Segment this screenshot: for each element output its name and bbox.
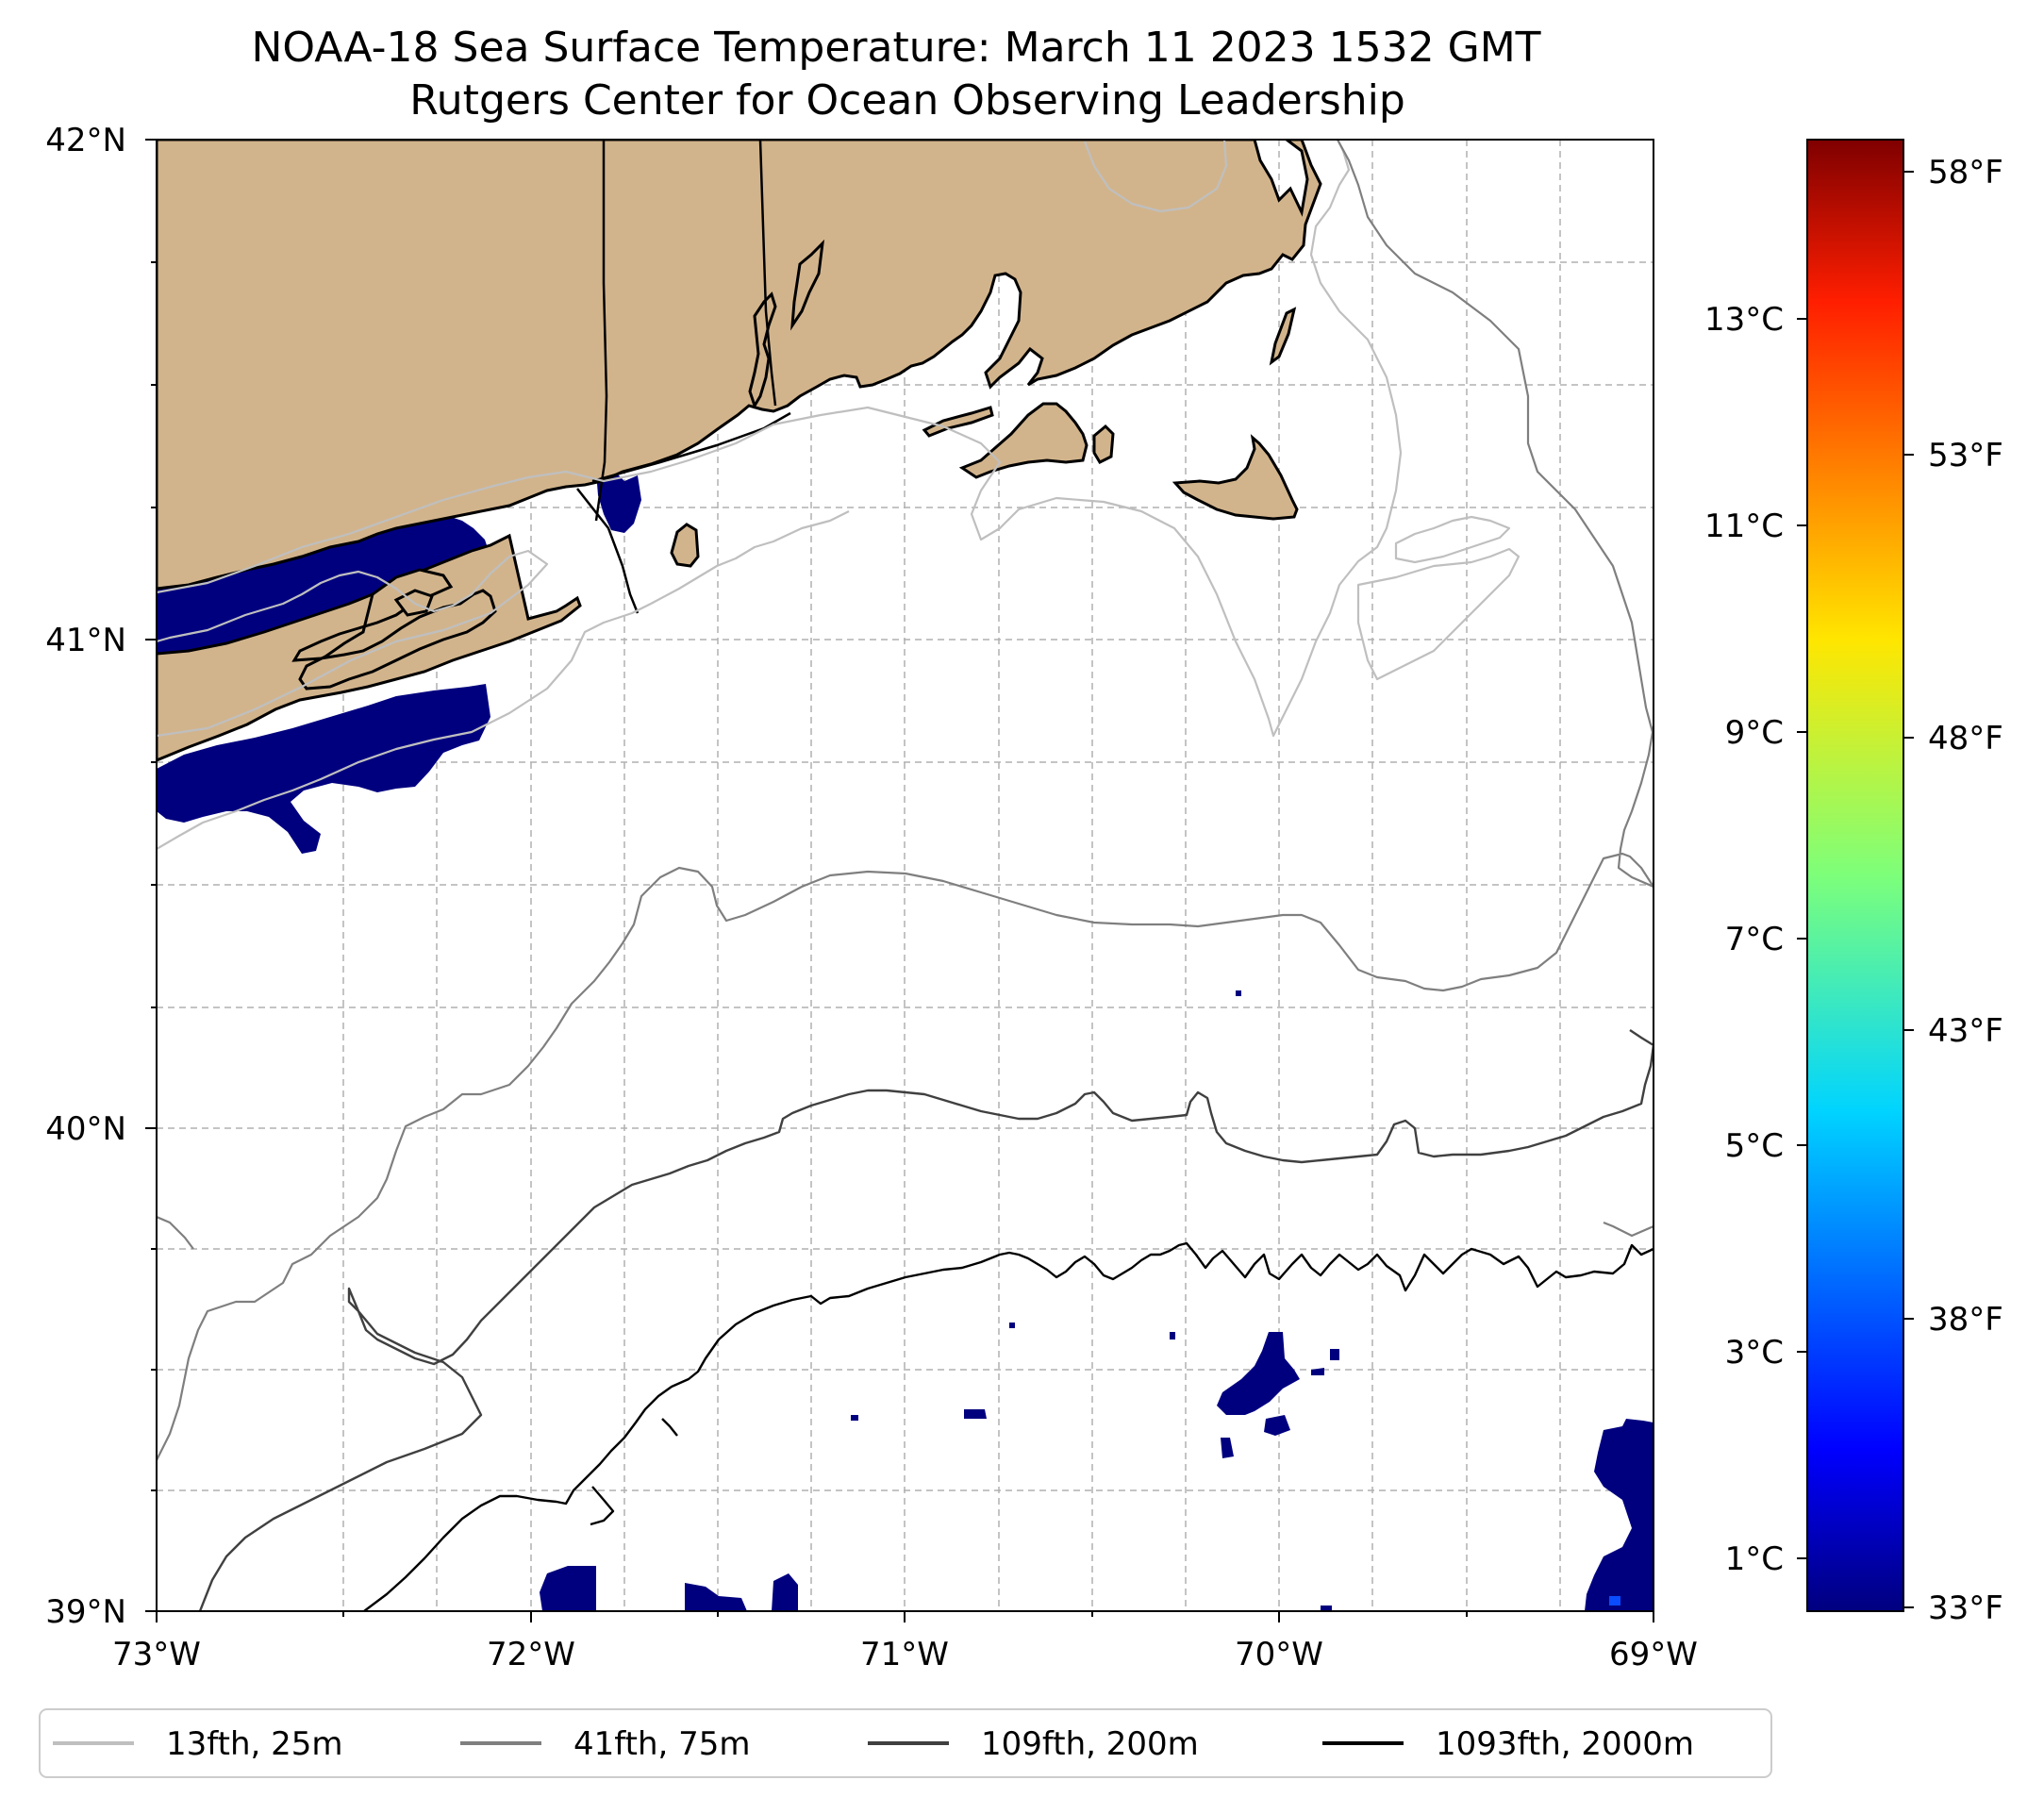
contour-25m (157, 140, 1521, 850)
colorbar-celsius-label: 5°C (1725, 1127, 1784, 1165)
lon-tick-label: 70°W (1235, 1636, 1323, 1673)
border-ct-ri (758, 140, 777, 407)
colorbar-celsius-label: 9°C (1725, 714, 1784, 752)
sst-patch-offshore-8 (772, 1573, 798, 1611)
colorbar-fahrenheit-label: 43°F (1928, 1012, 2003, 1050)
colorbar: 13°C 11°C 9°C 7°C 5°C 3°C 1°C 58°F 53°F … (1704, 139, 2003, 1627)
land-nantucket (1172, 434, 1299, 521)
land-chappaquiddick (1092, 424, 1115, 464)
lon-tick-label: 69°W (1609, 1636, 1698, 1673)
legend-label: 1093fth, 2000m (1436, 1725, 1694, 1763)
colorbar-celsius-label: 3°C (1725, 1334, 1784, 1372)
sst-patch-offshore-5 (1585, 1419, 1653, 1611)
border-ny-ct (594, 140, 608, 522)
lon-tick-label: 71°W (860, 1636, 949, 1673)
sst-patch-offshore-7 (685, 1583, 747, 1611)
lat-tick-label: 39°N (45, 1593, 126, 1631)
colorbar-fahrenheit-label: 38°F (1928, 1301, 2003, 1339)
sst-patch-block-island (596, 470, 641, 533)
title-line-1: NOAA-18 Sea Surface Temperature: March 1… (251, 24, 1540, 72)
colorbar-fahrenheit-label: 33°F (1928, 1589, 2003, 1627)
sst-warm-pixel-2 (1609, 1596, 1620, 1606)
legend: 13fth, 25m 41fth, 75m 109fth, 200m 1093f… (39, 1708, 1772, 1778)
land-marthas-vineyard (958, 402, 1088, 479)
sst-patch-offshore-1 (1217, 1332, 1300, 1415)
colorbar-fahrenheit-label: 53°F (1928, 437, 2003, 474)
sst-patch-offshore-6 (540, 1566, 596, 1611)
legend-label: 109fth, 200m (981, 1725, 1199, 1763)
sst-patch-offshore-3 (1221, 1438, 1234, 1458)
lat-tick-label: 42°N (45, 122, 126, 159)
land-monomoy (1269, 307, 1297, 366)
sst-patch-offshore-4 (964, 1409, 987, 1419)
map-panel (156, 139, 1654, 1612)
land-areas (157, 140, 1322, 762)
lon-tick-label: 73°W (112, 1636, 201, 1673)
contour-200m (198, 1029, 1653, 1611)
colorbar-celsius-label: 1°C (1725, 1540, 1784, 1578)
lon-tick-label: 72°W (487, 1636, 575, 1673)
colorbar-celsius-label: 11°C (1704, 507, 1784, 545)
bathymetry-contours (157, 140, 1653, 1611)
colorbar-gradient (1806, 139, 1904, 1612)
land-narragansett-islands (748, 239, 825, 409)
border-ri-ma (591, 411, 791, 483)
sst-patch-offshore-2 (1264, 1415, 1290, 1436)
axis-ticks (145, 139, 1654, 1622)
land-block-island (670, 523, 700, 568)
colorbar-ticks (1797, 171, 1914, 1608)
colorbar-celsius-label: 7°C (1725, 921, 1784, 958)
land-elizabeth-islands (922, 406, 994, 438)
colorbar-fahrenheit-label: 48°F (1928, 720, 2003, 757)
border-ny-ri-sea (576, 488, 640, 614)
legend-label: 13fth, 25m (166, 1725, 343, 1763)
legend-label: 41fth, 75m (573, 1725, 751, 1763)
land-mainland-new-england (157, 140, 1322, 591)
sst-patch-south-shore (157, 684, 490, 854)
lat-tick-label: 41°N (45, 622, 126, 659)
colorbar-celsius-label: 13°C (1704, 301, 1784, 339)
colorbar-fahrenheit-label: 58°F (1928, 154, 2003, 191)
title-line-2: Rutgers Center for Ocean Observing Leade… (409, 76, 1405, 125)
contour-75m (157, 140, 1653, 1461)
state-borders (576, 140, 791, 614)
lat-tick-label: 40°N (45, 1110, 126, 1148)
contour-2000m (363, 1241, 1653, 1611)
